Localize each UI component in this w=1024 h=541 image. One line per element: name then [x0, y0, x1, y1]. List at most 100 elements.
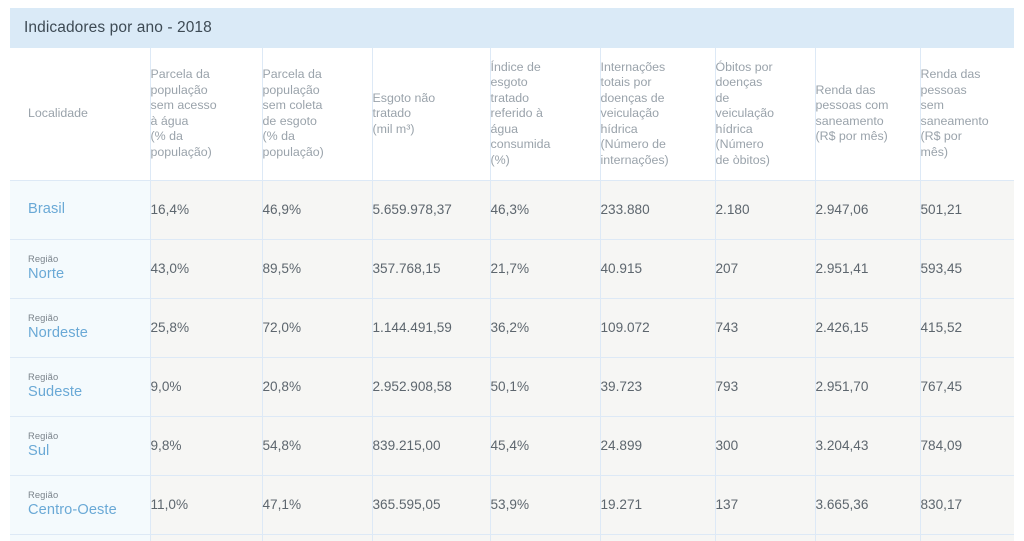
cell-localidade[interactable]: Região Centro-Oeste — [10, 475, 151, 535]
column-header-label: Óbitos por doenças de veiculação hídrica (Núm… — [716, 60, 815, 169]
cell-obitos: 300 — [715, 416, 816, 476]
column-header-internacoes[interactable]: Internações totais por doenças de veiculaçã… — [600, 48, 716, 181]
header-line: sem — [920, 98, 944, 113]
cell-sem_agua: 11,0% — [150, 475, 263, 535]
cell-renda_sem_saneamento: 784,09 — [920, 416, 1014, 476]
cell-renda_com_saneamento: 2.951,70 — [815, 357, 921, 417]
cell-localidade[interactable]: Região Norte — [10, 239, 151, 299]
locality-link[interactable]: Nordeste — [28, 325, 89, 342]
header-line: Óbitos por — [715, 59, 773, 74]
cell-renda_com_saneamento: 2.426,15 — [815, 298, 921, 358]
locality-link[interactable]: Norte — [28, 266, 65, 283]
table-row[interactable]: Brasil 16,4% 46,9% 5.659.978,37 46,3% 233.880… — [10, 180, 1014, 240]
header-line: população) — [150, 144, 212, 159]
table-row[interactable]: Região Centro-Oeste 11,0% 47,1% 365.595,05 53… — [10, 475, 1014, 535]
cell-internacoes: 40.915 — [600, 239, 716, 299]
header-line: doenças — [715, 75, 763, 89]
column-header-sem_esgoto[interactable]: Parcela da população sem coleta de esgoto (%… — [262, 48, 373, 181]
cell-sem_agua: 16,4% — [150, 180, 263, 240]
header-line: saneamento — [920, 113, 989, 128]
cell-esgoto_nao_tratado: 2.952.908,58 — [372, 357, 491, 417]
table-row[interactable]: Região Sul 9,8% 54,8% 839.215,00 45,4% 24.899 3… — [10, 416, 1014, 476]
locality-link[interactable]: Sudeste — [28, 384, 83, 401]
cell-renda_sem_saneamento: 830,17 — [920, 475, 1014, 535]
header-line: veiculação — [715, 106, 775, 120]
cell-renda_com_saneamento: 2.951,41 — [815, 239, 921, 299]
cell-esgoto_nao_tratado: 5.659.978,37 — [372, 180, 491, 240]
header-line: população) — [262, 144, 324, 159]
cell-sem_esgoto — [262, 534, 373, 541]
table-row[interactable]: Região Norte 43,0% 89,5% 357.768,15 21,7% 40.9… — [10, 239, 1014, 299]
cell-sem_agua: 9,0% — [150, 357, 263, 417]
column-header-indice_esgoto_tratado[interactable]: Índice de esgoto tratado referido à água cons… — [490, 48, 601, 181]
header-line: (R$ por — [920, 129, 962, 144]
cell-obitos: 207 — [715, 239, 816, 299]
cell-indice_esgoto_tratado: 45,4% — [490, 416, 601, 476]
header-line: população — [150, 82, 208, 97]
cell-obitos — [715, 534, 816, 541]
table-row[interactable] — [10, 534, 1014, 541]
table-row[interactable]: Região Nordeste 25,8% 72,0% 1.144.491,59 36,2… — [10, 298, 1014, 358]
cell-renda_com_saneamento: 2.947,06 — [815, 180, 921, 240]
column-header-label: Esgoto não tratado (mil m³) — [373, 91, 490, 138]
header-line: tratado — [490, 90, 530, 105]
cell-esgoto_nao_tratado: 357.768,15 — [372, 239, 491, 299]
cell-localidade[interactable]: Brasil — [10, 180, 151, 240]
cell-sem_agua — [150, 534, 263, 541]
cell-indice_esgoto_tratado: 46,3% — [490, 180, 601, 240]
cell-localidade[interactable]: Região Nordeste — [10, 298, 151, 358]
column-header-label: Parcela da população sem acesso à água (% da… — [151, 67, 262, 160]
table-row[interactable]: Região Sudeste 9,0% 20,8% 2.952.908,58 50,1% 3… — [10, 357, 1014, 417]
header-line: Internações — [600, 59, 666, 74]
column-header-label: Renda das pessoas com saneamento (R$ por mê… — [816, 83, 920, 145]
cell-renda_sem_saneamento: 501,21 — [920, 180, 1014, 240]
cell-obitos: 2.180 — [715, 180, 816, 240]
cell-renda_sem_saneamento: 415,52 — [920, 298, 1014, 358]
header-line: sem acesso — [150, 98, 217, 113]
header-line: água — [490, 121, 519, 136]
cell-localidade[interactable] — [10, 534, 151, 541]
header-line: referido à — [490, 106, 543, 120]
locality-link[interactable]: Centro-Oeste — [28, 502, 117, 519]
indicators-table: Localidade Parcela da população sem acesso à… — [10, 48, 1014, 541]
column-header-obitos[interactable]: Óbitos por doenças de veiculação hídrica (Núm… — [715, 48, 816, 181]
column-header-renda_com_saneamento[interactable]: Renda das pessoas com saneamento (R$ por mê… — [815, 48, 921, 181]
cell-renda_sem_saneamento — [920, 534, 1014, 541]
column-header-esgoto_nao_tratado[interactable]: Esgoto não tratado (mil m³) — [372, 48, 491, 181]
indicators-table-container[interactable]: Localidade Parcela da população sem acesso à… — [10, 48, 1014, 541]
cell-renda_com_saneamento: 3.665,36 — [815, 475, 921, 535]
table-header: Localidade Parcela da população sem acesso à… — [10, 48, 1014, 181]
cell-esgoto_nao_tratado: 839.215,00 — [372, 416, 491, 476]
table-header-row: Localidade Parcela da população sem acesso à… — [10, 48, 1014, 181]
header-line: Parcela da — [262, 67, 322, 82]
cell-esgoto_nao_tratado: 1.144.491,59 — [372, 298, 491, 358]
cell-internacoes: 233.880 — [600, 180, 716, 240]
header-line: saneamento — [815, 113, 884, 128]
locality-link[interactable]: Sul — [28, 443, 50, 460]
column-header-localidade[interactable]: Localidade — [10, 48, 151, 181]
cell-obitos: 793 — [715, 357, 816, 417]
cell-sem_agua: 25,8% — [150, 298, 263, 358]
header-line: hídrica — [600, 121, 638, 136]
page-title: Indicadores por ano - 2018 — [24, 19, 212, 36]
column-header-sem_agua[interactable]: Parcela da população sem acesso à água (% da… — [150, 48, 263, 181]
locality-prefix-label: Região — [28, 489, 59, 501]
locality-prefix-label: Região — [28, 312, 59, 324]
cell-sem_agua: 9,8% — [150, 416, 263, 476]
cell-localidade[interactable]: Região Sudeste — [10, 357, 151, 417]
cell-obitos: 137 — [715, 475, 816, 535]
header-line: esgoto — [490, 75, 528, 89]
cell-internacoes: 19.271 — [600, 475, 716, 535]
cell-indice_esgoto_tratado: 36,2% — [490, 298, 601, 358]
cell-renda_com_saneamento — [815, 534, 921, 541]
locality-link[interactable]: Brasil — [28, 201, 66, 218]
header-line: Renda das — [815, 82, 876, 97]
cell-sem_esgoto: 72,0% — [262, 298, 373, 358]
header-line: pessoas — [920, 82, 967, 97]
header-line: totais por — [600, 75, 652, 89]
cell-localidade[interactable]: Região Sul — [10, 416, 151, 476]
cell-sem_agua: 43,0% — [150, 239, 263, 299]
column-header-renda_sem_saneamento[interactable]: Renda das pessoas sem saneamento (R$ por mês) — [920, 48, 1014, 181]
cell-internacoes: 109.072 — [600, 298, 716, 358]
header-line: veiculação — [600, 106, 660, 120]
